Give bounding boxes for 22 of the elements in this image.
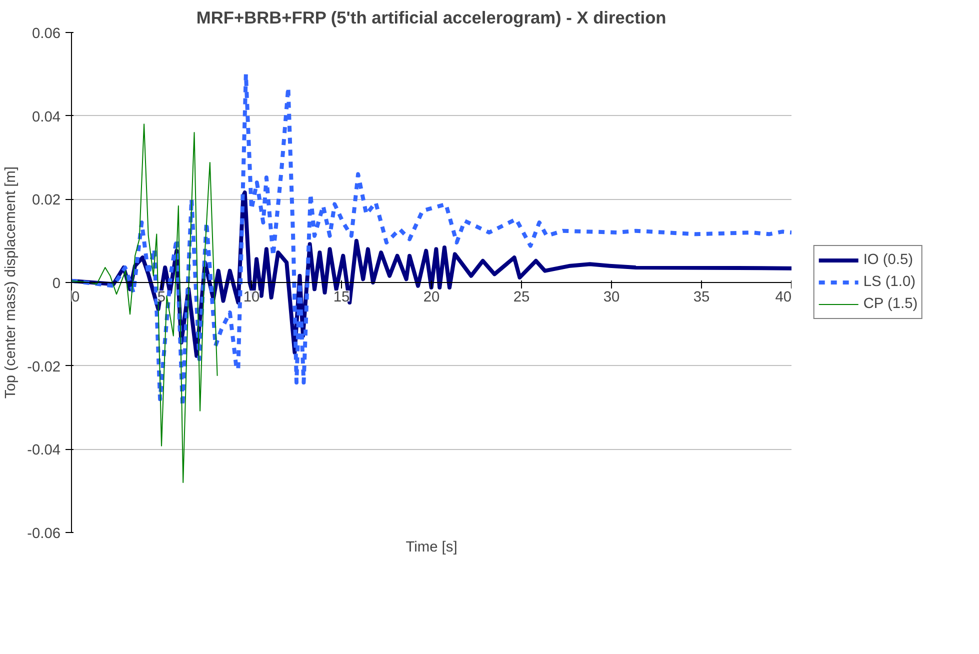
y-tick-label: 0.02 xyxy=(32,192,61,209)
y-tick-label: -0.04 xyxy=(27,442,60,459)
legend-label: IO (0.5) xyxy=(863,252,914,268)
line-series xyxy=(72,124,218,483)
x-tick-label: 25 xyxy=(513,290,530,306)
x-tick-label: 0 xyxy=(72,290,80,306)
x-tick-label: 30 xyxy=(603,290,620,306)
legend-label: CP (1.5) xyxy=(863,296,918,312)
y-tick-label: -0.06 xyxy=(27,526,60,542)
y-tick-label: 0 xyxy=(52,276,61,292)
y-tick-label: 0.06 xyxy=(32,26,61,42)
x-tick-label: 15 xyxy=(333,290,350,306)
chart-title: MRF+BRB+FRP (5'th artificial accelerogram) - X direction xyxy=(196,8,666,28)
y-tick-label: -0.02 xyxy=(27,359,60,376)
y-tick-label: 0.04 xyxy=(32,109,61,126)
x-tick-label: 20 xyxy=(423,290,440,306)
x-tick-label: 5 xyxy=(157,290,166,306)
x-tick-label: 35 xyxy=(693,290,710,306)
y-axis-title: Top (center mass) displacement [m] xyxy=(3,166,20,399)
x-tick-label: 40 xyxy=(775,290,792,306)
x-axis-title: Time [s] xyxy=(406,540,458,556)
legend-label: LS (1.0) xyxy=(863,274,916,290)
